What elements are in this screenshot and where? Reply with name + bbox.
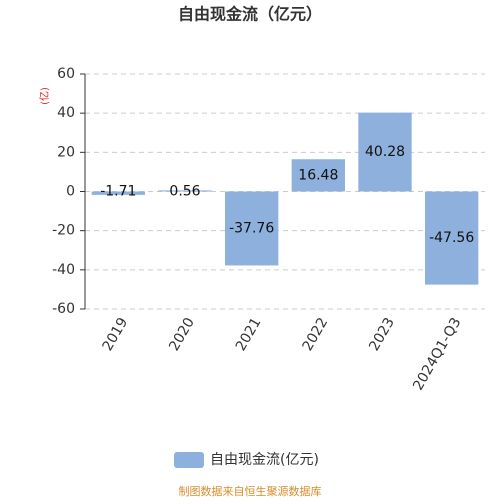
chart-title: 自由现金流（亿元） <box>178 5 322 24</box>
y-tick-label: -40 <box>52 262 75 278</box>
x-tick-label: 2024Q1-Q3 <box>410 315 464 393</box>
data-label: 40.28 <box>365 144 405 160</box>
x-tick-label: 2022 <box>300 315 332 354</box>
y-tick-label: 20 <box>57 144 75 160</box>
y-tick-label: 0 <box>66 184 75 200</box>
data-label: 16.48 <box>298 167 338 183</box>
source-note: 制图数据来自恒生聚源数据库 <box>179 484 322 498</box>
y-tick-label: -60 <box>52 301 75 317</box>
bar <box>358 112 412 192</box>
legend-swatch <box>174 452 204 468</box>
legend-label: 自由现金流(亿元) <box>210 452 319 468</box>
y-tick-label: 60 <box>57 66 75 82</box>
bar <box>225 191 279 266</box>
bar <box>291 159 345 192</box>
data-label: -1.71 <box>100 184 136 200</box>
x-tick-label: 2019 <box>100 315 132 354</box>
x-tick-label: 2023 <box>366 315 398 354</box>
x-tick-label: 2020 <box>166 315 198 354</box>
bar <box>91 191 145 195</box>
y-tick-label: -20 <box>52 223 75 239</box>
x-tick-label: 2021 <box>233 315 265 354</box>
data-label: -37.76 <box>229 220 274 236</box>
data-label: 0.56 <box>169 184 200 200</box>
y-axis-label: (亿) <box>38 87 51 105</box>
y-tick-label: 40 <box>57 105 75 121</box>
bar <box>158 190 212 192</box>
bar <box>425 191 479 285</box>
data-label: -47.56 <box>429 230 474 246</box>
